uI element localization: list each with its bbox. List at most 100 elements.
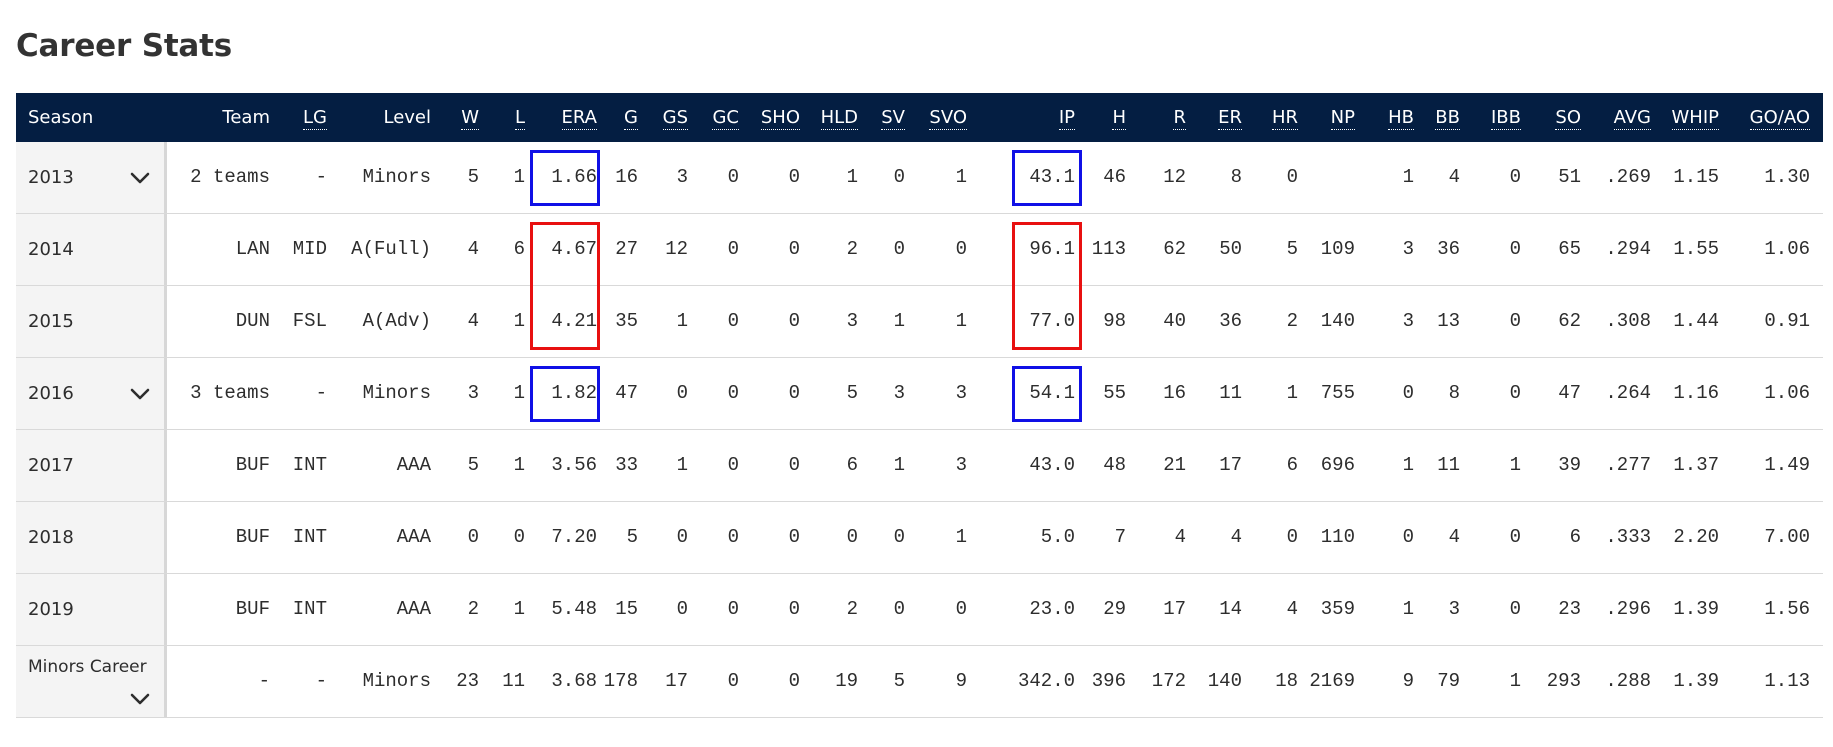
column-header-avg[interactable]: AVG <box>1613 93 1651 142</box>
cell-svo: 9 <box>955 670 967 692</box>
cell-hld: 1 <box>846 166 858 188</box>
cell-team: LAN <box>235 238 270 260</box>
column-header-er[interactable]: ER <box>1218 93 1242 142</box>
cell-g: 15 <box>615 598 638 620</box>
chevron-down-icon[interactable] <box>129 167 151 189</box>
column-header-r[interactable]: R <box>1173 93 1186 142</box>
cell-h: 396 <box>1091 670 1126 692</box>
column-header-label: ER <box>1218 107 1242 130</box>
column-header-ibb[interactable]: IBB <box>1490 93 1521 142</box>
column-header-sv[interactable]: SV <box>881 93 905 142</box>
cell-hb: 1 <box>1402 454 1414 476</box>
cell-w: 5 <box>467 166 479 188</box>
column-header-h[interactable]: H <box>1112 93 1126 142</box>
cell-level: Minors <box>362 670 431 692</box>
cell-sho: 0 <box>788 382 800 404</box>
cell-level: AAA <box>396 454 431 476</box>
column-header-sho[interactable]: SHO <box>760 93 800 142</box>
column-header-np[interactable]: NP <box>1330 93 1355 142</box>
cell-ip: 54.1 <box>1029 382 1075 404</box>
cell-goao: 7.00 <box>1764 526 1810 548</box>
page-title: Career Stats <box>16 28 233 64</box>
cell-g: 47 <box>615 382 638 404</box>
cell-h: 48 <box>1103 454 1126 476</box>
cell-hld: 6 <box>846 454 858 476</box>
chevron-down-icon[interactable] <box>129 383 151 405</box>
cell-ip: 342.0 <box>1017 670 1075 692</box>
column-header-label: HR <box>1271 107 1298 130</box>
season-cell: 2019 <box>16 574 167 645</box>
cell-np: 696 <box>1320 454 1355 476</box>
cell-whip: 1.16 <box>1673 382 1719 404</box>
column-header-goao[interactable]: GO/AO <box>1749 93 1810 142</box>
cell-r: 16 <box>1163 382 1186 404</box>
column-header-hb[interactable]: HB <box>1388 93 1414 142</box>
season-cell: 2014 <box>16 214 167 285</box>
cell-svo: 1 <box>955 310 967 332</box>
cell-lg: - <box>315 382 327 404</box>
column-header-label: W <box>461 107 479 130</box>
season-label: Minors Career <box>28 657 147 677</box>
cell-er: 50 <box>1219 238 1242 260</box>
cell-goao: 1.30 <box>1764 166 1810 188</box>
column-header-so[interactable]: SO <box>1555 93 1581 142</box>
column-header-ip[interactable]: IP <box>1058 93 1075 142</box>
cell-er: 8 <box>1230 166 1242 188</box>
column-header-lg[interactable]: LG <box>303 93 327 142</box>
cell-so: 23 <box>1558 598 1581 620</box>
cell-sv: 0 <box>893 526 905 548</box>
cell-level: Minors <box>362 382 431 404</box>
column-header-label: GO/AO <box>1749 107 1810 130</box>
cell-ip: 96.1 <box>1029 238 1075 260</box>
cell-l: 6 <box>513 238 525 260</box>
cell-ibb: 1 <box>1509 454 1521 476</box>
column-header-label: GC <box>712 107 739 130</box>
cell-goao: 1.06 <box>1764 238 1810 260</box>
cell-whip: 1.37 <box>1673 454 1719 476</box>
cell-r: 62 <box>1163 238 1186 260</box>
column-header-l[interactable]: L <box>514 93 525 142</box>
chevron-down-icon[interactable] <box>129 688 151 710</box>
cell-era: 1.82 <box>551 382 597 404</box>
cell-w: 2 <box>467 598 479 620</box>
cell-l: 1 <box>513 166 525 188</box>
column-header-gs[interactable]: GS <box>662 93 688 142</box>
column-header-hr[interactable]: HR <box>1271 93 1298 142</box>
column-header-whip[interactable]: WHIP <box>1671 93 1719 142</box>
cell-r: 4 <box>1174 526 1186 548</box>
cell-era: 1.66 <box>551 166 597 188</box>
cell-goao: 0.91 <box>1764 310 1810 332</box>
cell-whip: 2.20 <box>1673 526 1719 548</box>
table-row: 2019 BUF INT AAA 2 1 5.48 15 0 0 0 2 0 0 23.0 29 17 14 4 35… <box>16 574 1823 646</box>
column-header-hld[interactable]: HLD <box>820 93 858 142</box>
cell-hb: 3 <box>1402 310 1414 332</box>
cell-gc: 0 <box>727 382 739 404</box>
cell-ibb: 0 <box>1509 166 1521 188</box>
cell-sho: 0 <box>788 670 800 692</box>
column-header-g[interactable]: G <box>624 93 638 142</box>
cell-w: 4 <box>467 238 479 260</box>
column-header-label: SV <box>881 107 905 130</box>
cell-w: 3 <box>467 382 479 404</box>
cell-w: 23 <box>456 670 479 692</box>
cell-np: 109 <box>1320 238 1355 260</box>
column-header-w[interactable]: W <box>461 93 479 142</box>
cell-whip: 1.55 <box>1673 238 1719 260</box>
cell-w: 0 <box>467 526 479 548</box>
cell-avg: .333 <box>1605 526 1651 548</box>
column-header-gc[interactable]: GC <box>712 93 739 142</box>
cell-r: 21 <box>1163 454 1186 476</box>
cell-hld: 3 <box>846 310 858 332</box>
cell-svo: 3 <box>955 454 967 476</box>
cell-ibb: 0 <box>1509 382 1521 404</box>
cell-avg: .294 <box>1605 238 1651 260</box>
season-cell: 2013 <box>16 142 167 213</box>
column-header-svo[interactable]: SVO <box>929 93 967 142</box>
column-header-era[interactable]: ERA <box>561 93 597 142</box>
cell-lg: - <box>315 166 327 188</box>
cell-h: 113 <box>1091 238 1126 260</box>
cell-h: 46 <box>1103 166 1126 188</box>
season-label: 2014 <box>28 239 74 260</box>
column-header-bb[interactable]: BB <box>1435 93 1460 142</box>
cell-r: 17 <box>1163 598 1186 620</box>
